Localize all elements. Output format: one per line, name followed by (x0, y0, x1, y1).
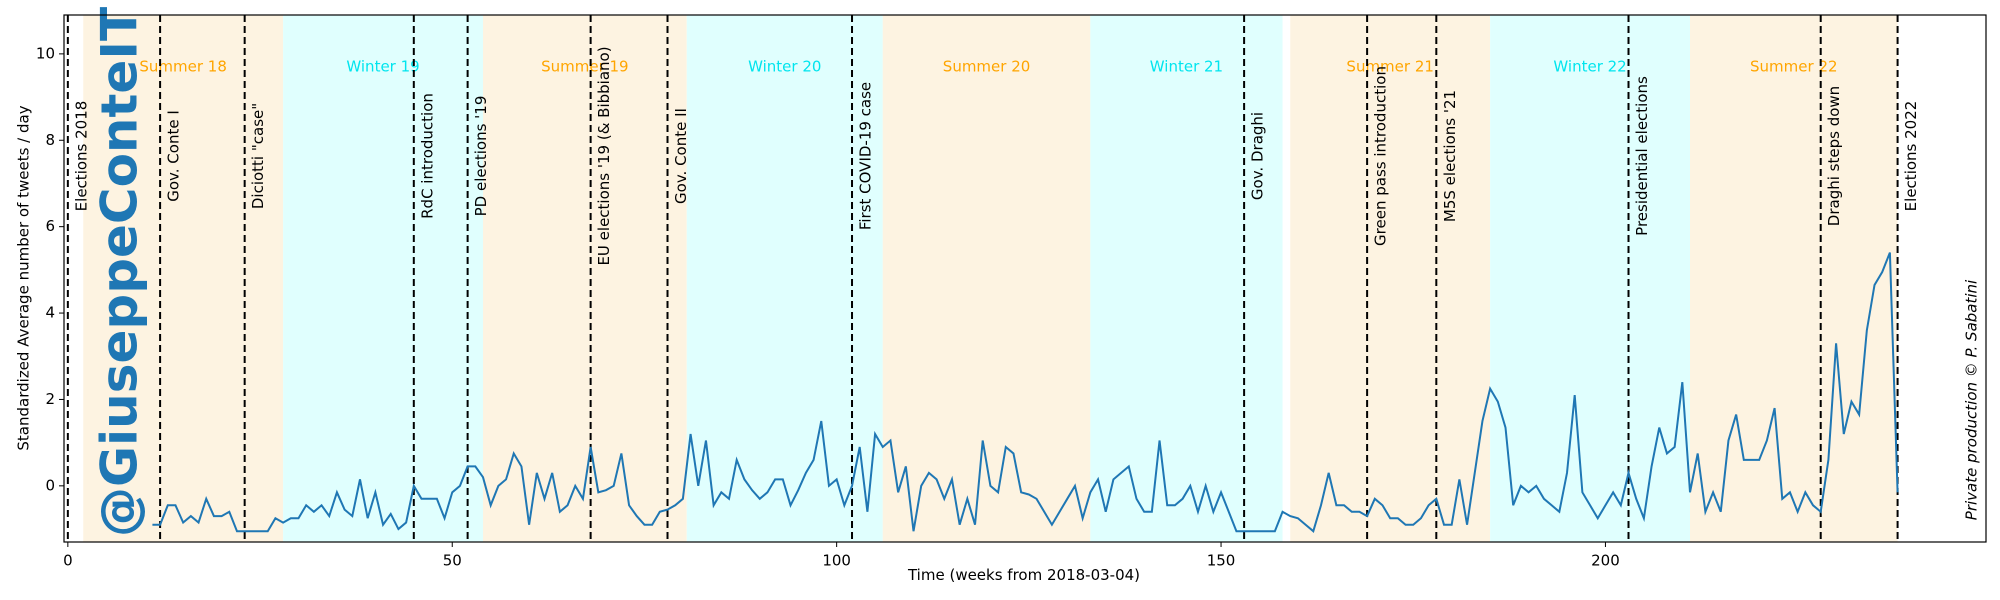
event-label: RdC introduction (418, 93, 436, 219)
season-band (882, 15, 1091, 542)
y-tick-label: 0 (45, 476, 55, 494)
season-label: Winter 20 (748, 58, 821, 76)
season-label: Summer 19 (541, 58, 629, 76)
event-label: Presidential elections (1633, 76, 1651, 236)
season-label: Summer 18 (139, 58, 227, 76)
event-label: EU elections '19 (& Bibbiano) (595, 46, 613, 265)
y-tick-label: 4 (45, 304, 55, 322)
x-axis-label: Time (weeks from 2018-03-04) (907, 566, 1140, 584)
event-label: Green pass introduction (1372, 66, 1390, 246)
y-axis-label: Standardized Average number of tweets / … (15, 105, 33, 450)
event-label: Elections 2022 (1902, 101, 1920, 212)
event-label: First COVID-19 case (857, 82, 875, 230)
y-tick-label: 8 (45, 131, 55, 149)
event-label: Diciotti "case" (249, 103, 267, 209)
season-label: Winter 19 (346, 58, 419, 76)
y-tick-label: 10 (36, 44, 55, 62)
season-band (1290, 15, 1491, 542)
x-tick-label: 200 (1591, 552, 1620, 570)
event-label: Gov. Conte II (672, 108, 690, 204)
event-label: Elections 2018 (72, 101, 90, 212)
season-label: Summer 21 (1346, 58, 1434, 76)
season-label: Summer 22 (1750, 58, 1838, 76)
x-tick-label: 0 (63, 552, 73, 570)
season-band (686, 15, 883, 542)
season-band (1490, 15, 1691, 542)
season-band (1090, 15, 1283, 542)
season-band (1690, 15, 1898, 542)
season-label: Summer 20 (943, 58, 1031, 76)
season-label: Winter 22 (1553, 58, 1626, 76)
season-band (482, 15, 687, 542)
x-tick-label: 150 (1207, 552, 1236, 570)
event-label: Draghi steps down (1825, 86, 1843, 226)
event-label: M5S elections '21 (1441, 90, 1459, 222)
plot-frame (63, 14, 1987, 543)
watermark: @GiuseppeConteIT (91, 7, 149, 537)
y-tick-label: 6 (45, 217, 55, 235)
event-label: Gov. Draghi (1249, 112, 1267, 200)
x-tick-label: 100 (822, 552, 851, 570)
season-label: Winter 21 (1150, 58, 1223, 76)
event-label: Gov. Conte I (165, 110, 183, 202)
season-band (83, 15, 284, 542)
credit: Private production © P. Sabatini (1963, 279, 1981, 520)
event-label: PD elections '19 (472, 96, 490, 217)
y-tick-label: 2 (45, 390, 55, 408)
x-tick-label: 50 (443, 552, 462, 570)
season-band (283, 15, 483, 542)
data-line (152, 252, 1899, 533)
